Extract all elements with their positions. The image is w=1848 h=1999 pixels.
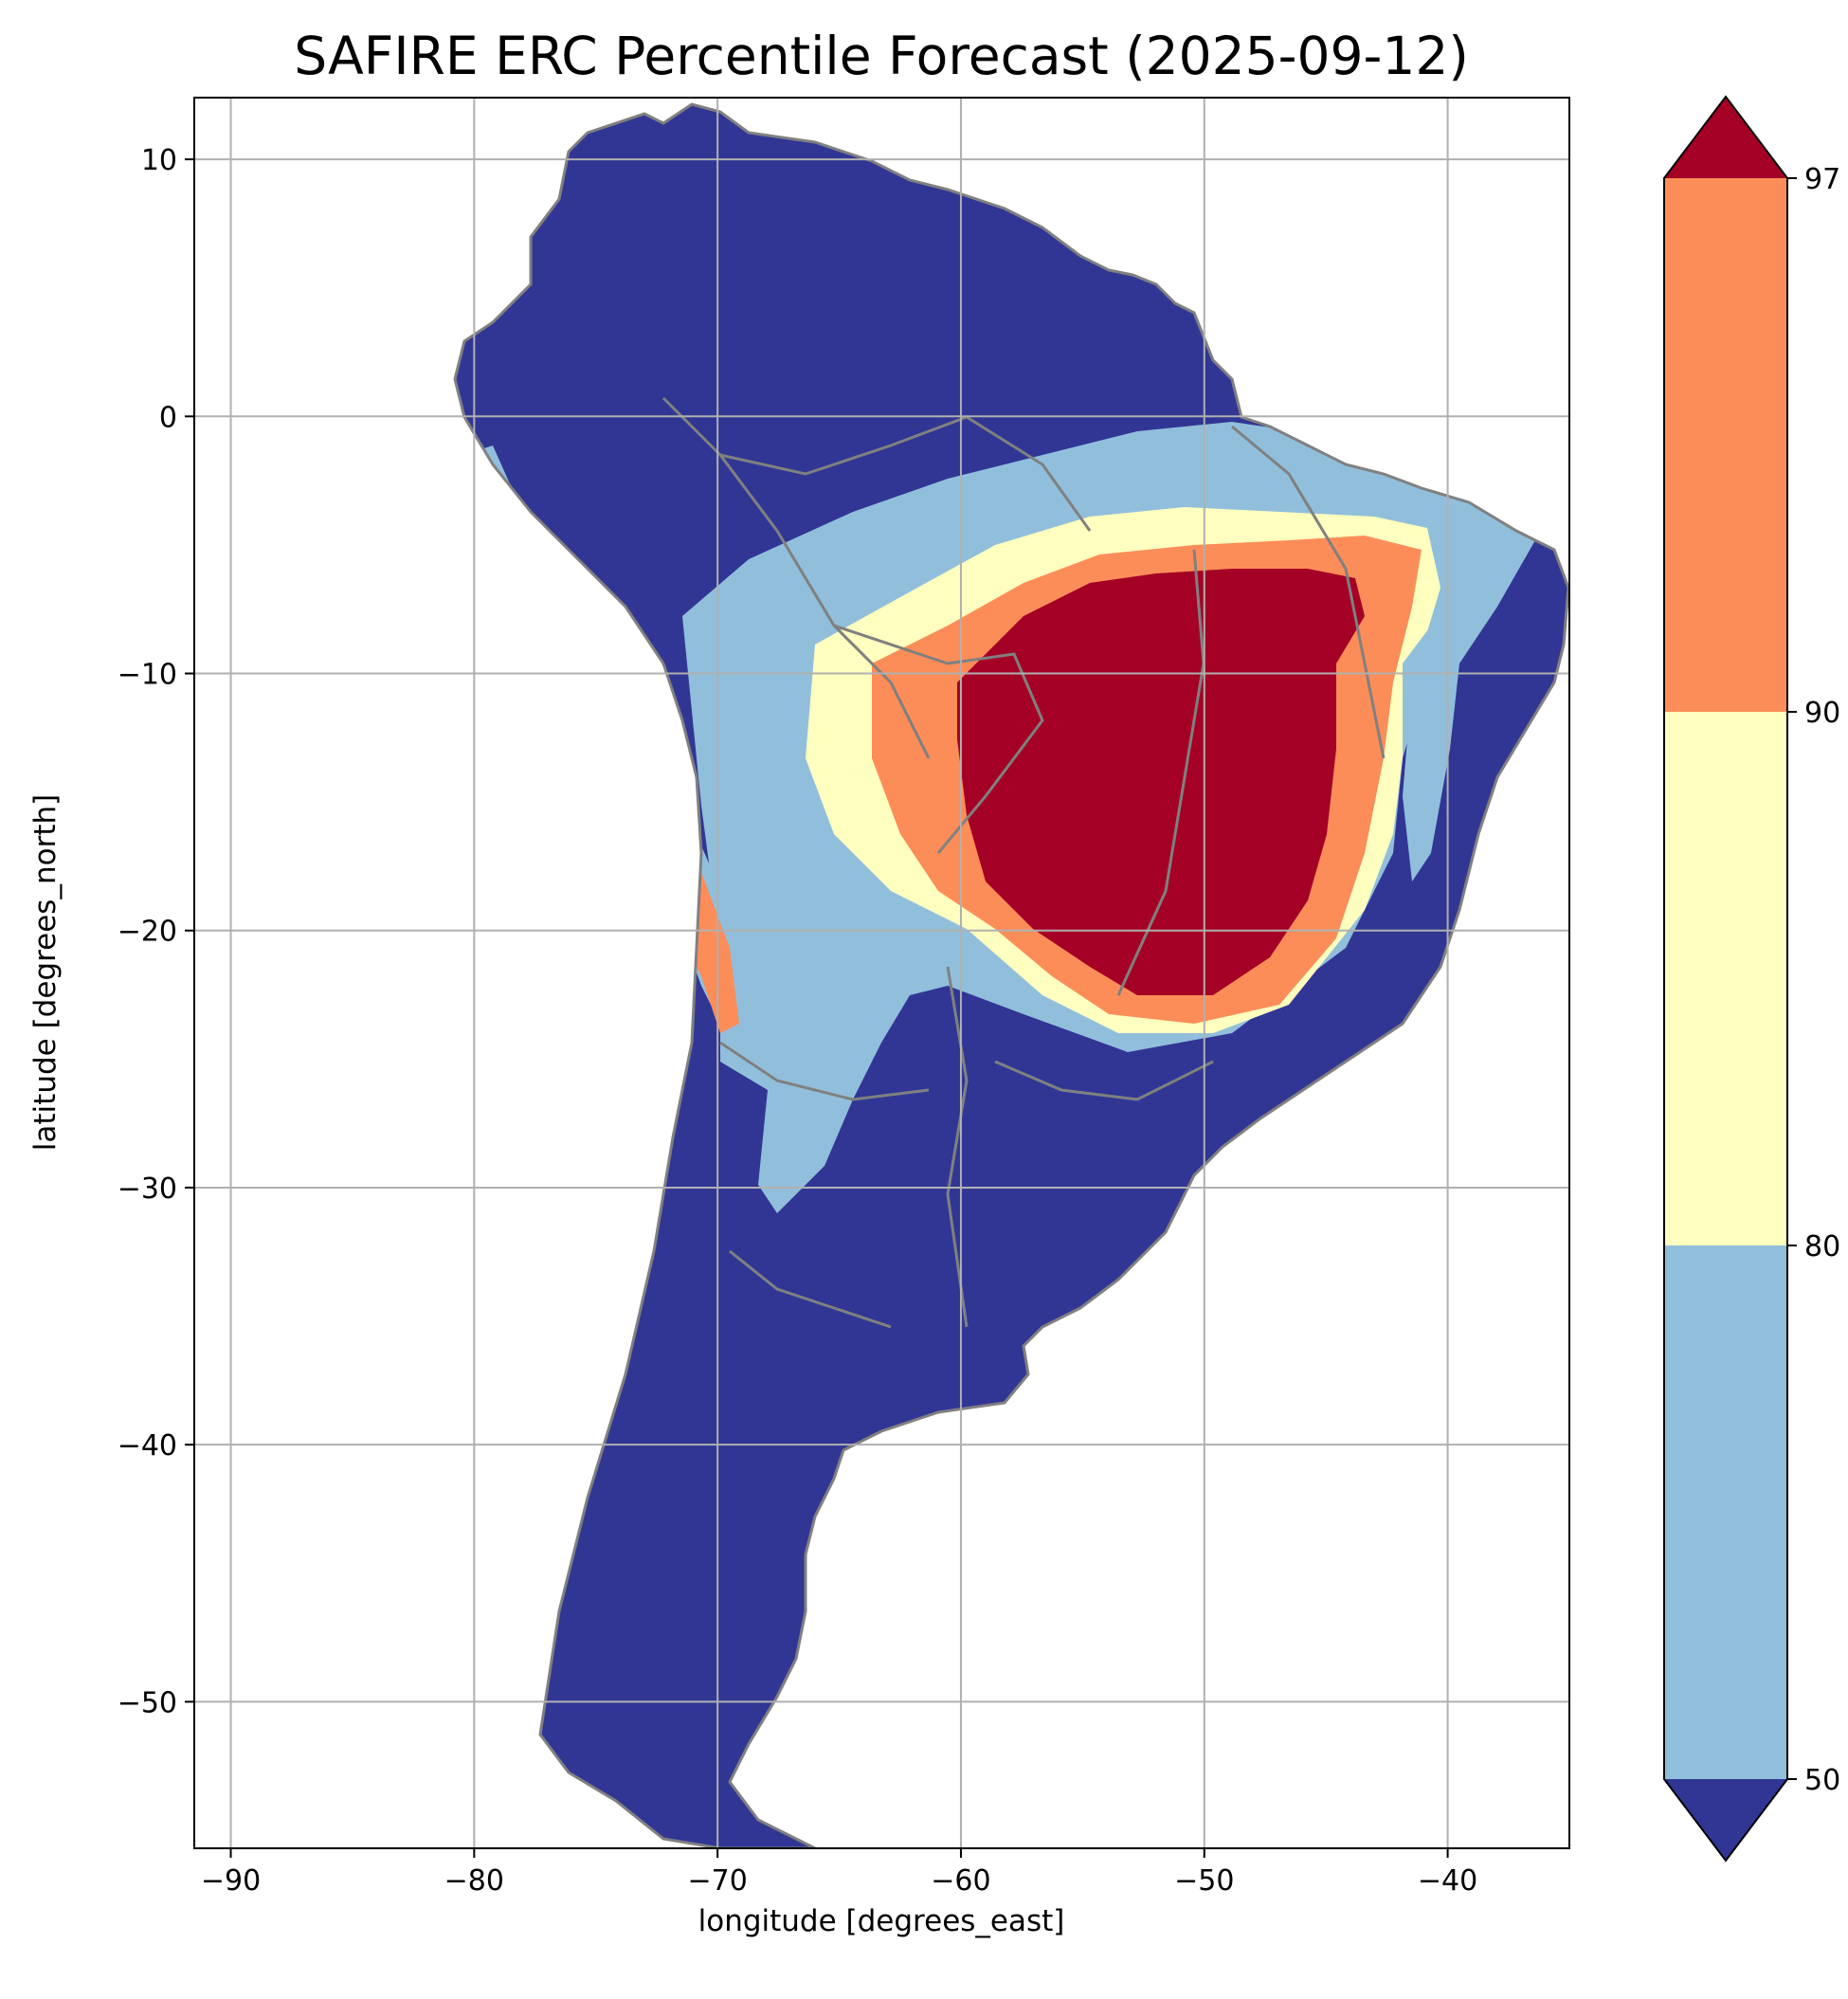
coastline <box>453 102 1569 1848</box>
border-line <box>1116 549 1205 996</box>
border-line <box>719 415 1092 532</box>
map-title: SAFIRE ERC Percentile Forecast (2025-09-… <box>294 26 1469 86</box>
y-tick-label: 0 <box>159 401 177 434</box>
gridlines <box>194 98 1569 1848</box>
zone-coastal-east <box>1403 502 1535 881</box>
border-line <box>946 966 969 1328</box>
colorbar-tick-label: 97 <box>1804 163 1840 196</box>
y-tick-label: −40 <box>118 1429 177 1463</box>
colorbar: 50 80 90 97 <box>1663 95 1840 1863</box>
zone-above-97 <box>957 569 1365 995</box>
x-tick-label: −50 <box>1174 1864 1234 1898</box>
colorbar-segment <box>1664 712 1787 1245</box>
x-tick-label: −80 <box>444 1864 504 1898</box>
border-line <box>833 624 1044 854</box>
y-tick-label: −10 <box>118 659 177 692</box>
x-axis-ticks: −90 −80 −70 −60 −50 −40 <box>201 1848 1477 1898</box>
border-line <box>729 1249 892 1329</box>
y-tick-label: −20 <box>118 916 177 949</box>
x-tick-label: −60 <box>931 1864 990 1898</box>
colorbar-extend-low <box>1664 1779 1787 1861</box>
y-axis-ticks: 10 0 −10 −20 −30 −40 −50 <box>118 144 194 1719</box>
colorbar-tick-label: 50 <box>1804 1764 1840 1797</box>
x-axis-label: longitude [degrees_east] <box>698 1904 1065 1938</box>
border-line <box>661 396 931 759</box>
zone-coastal-west-high <box>597 825 739 1033</box>
border-line <box>1231 425 1386 759</box>
colorbar-tick-label: 80 <box>1804 1230 1840 1263</box>
x-tick-label: −90 <box>201 1864 261 1898</box>
colorbar-extend-high <box>1664 97 1787 178</box>
plot-frame <box>193 97 1570 1849</box>
y-tick-label: −50 <box>118 1686 177 1719</box>
country-borders <box>453 102 1569 1848</box>
colorbar-segment <box>1664 178 1787 712</box>
colorbar-segment <box>1664 1245 1787 1779</box>
y-tick-label: 10 <box>141 144 177 177</box>
x-tick-label: −40 <box>1418 1864 1477 1898</box>
colorbar-tick-label: 90 <box>1804 697 1840 730</box>
border-line <box>719 1041 930 1101</box>
y-axis-label: latitude [degrees_north] <box>28 794 63 1151</box>
border-line <box>994 1060 1214 1101</box>
y-tick-label: −30 <box>118 1172 177 1206</box>
x-tick-label: −70 <box>687 1864 747 1898</box>
